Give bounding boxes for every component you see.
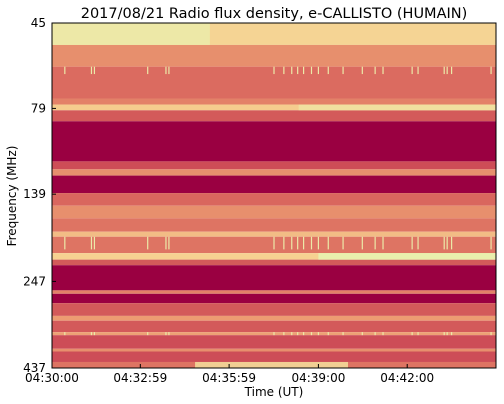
bright-region-1 — [298, 104, 496, 111]
band-1 — [52, 44, 496, 67]
x-axis-label: Time (UT) — [244, 385, 304, 399]
x-tick-label-1: 04:32:59 — [113, 371, 167, 385]
x-tick-label-3: 04:39:00 — [291, 371, 345, 385]
y-tick-label-2: 139 — [23, 187, 46, 201]
band-20 — [52, 303, 496, 316]
x-axis: 04:30:00 04:32:59 04:35:59 04:39:00 04:42:00 — [25, 364, 434, 385]
band-18 — [52, 290, 496, 294]
band-21 — [52, 315, 496, 321]
band-12 — [52, 218, 496, 232]
x-tick-label-4: 04:42:00 — [380, 371, 434, 385]
bright-region-0 — [52, 23, 210, 45]
band-25 — [52, 348, 496, 352]
band-3 — [52, 98, 496, 105]
band-13 — [52, 231, 496, 237]
band-24 — [52, 335, 496, 349]
band-16 — [52, 259, 496, 266]
band-5 — [52, 110, 496, 122]
band-15 — [52, 253, 496, 260]
bright-region-2 — [318, 253, 496, 260]
band-26 — [52, 351, 496, 362]
band-10 — [52, 193, 496, 206]
x-tick-label-2: 04:35:59 — [202, 371, 256, 385]
band-6 — [52, 121, 496, 162]
band-8 — [52, 169, 496, 176]
band-4 — [52, 104, 496, 111]
y-tick-label-0: 45 — [31, 16, 46, 30]
plot-frame — [51, 22, 497, 369]
band-19 — [52, 293, 496, 304]
y-tick-label-4: 437 — [23, 361, 46, 375]
y-tick-label-3: 247 — [23, 274, 46, 288]
band-17 — [52, 265, 496, 291]
band-11 — [52, 205, 496, 219]
y-axis-label: Frequency (MHz) — [5, 146, 19, 247]
y-axis: 45 79 139 247 437 — [23, 16, 56, 375]
band-7 — [52, 161, 496, 170]
chart-title: 2017/08/21 Radio flux density, e-CALLIST… — [81, 6, 468, 22]
plot-area — [52, 23, 496, 368]
y-tick-label-1: 79 — [31, 101, 46, 115]
band-22 — [52, 320, 496, 333]
band-9 — [52, 175, 496, 194]
x-tick-label-0: 04:30:00 — [25, 371, 79, 385]
bright-region-3 — [195, 361, 348, 368]
